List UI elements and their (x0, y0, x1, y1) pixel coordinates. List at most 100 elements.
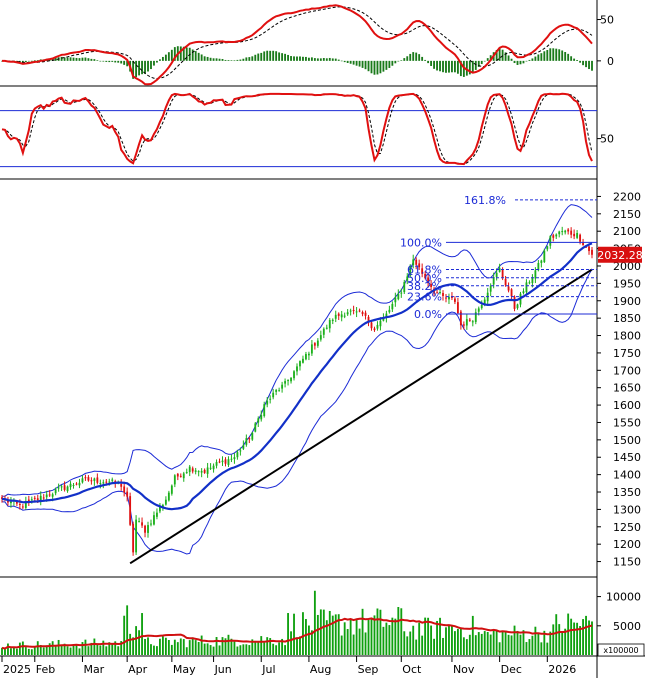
macd-histogram-bar (313, 58, 316, 61)
macd-histogram-bar (54, 57, 57, 61)
volume-bar (424, 617, 427, 655)
fib-label: 100.0% (400, 236, 442, 249)
volume-bar (123, 615, 126, 655)
candle-body (141, 522, 143, 526)
volume-bar (15, 648, 18, 655)
candle-body (135, 519, 138, 553)
candle-body (373, 328, 376, 331)
candle-body (120, 483, 123, 487)
candle-body (218, 461, 221, 463)
candle-body (412, 259, 415, 266)
price-tick-label: 1550 (613, 416, 641, 429)
candle-body (239, 450, 242, 452)
volume-bar (558, 624, 561, 655)
candle-body (582, 242, 584, 246)
candle-body (147, 525, 149, 533)
macd-histogram-bar (331, 58, 334, 61)
volume-bar (93, 638, 96, 655)
volume-bar (552, 624, 555, 655)
macd-histogram-bar (221, 58, 224, 61)
price-tick-label: 1200 (613, 538, 641, 551)
volume-bar (153, 645, 155, 655)
volume-bar (51, 641, 54, 655)
macd-histogram-bar (254, 54, 257, 61)
volume-bar (382, 626, 385, 655)
x-tick-label: May (173, 663, 196, 676)
macd-histogram-bar (81, 57, 84, 61)
macd-histogram-bar (33, 60, 36, 61)
macd-histogram-bar (150, 60, 152, 70)
macd-histogram-bar (459, 60, 462, 77)
macd-histogram-bar (573, 58, 576, 61)
candle-body (462, 324, 465, 326)
volume-bar (388, 625, 391, 655)
candle-body (260, 415, 263, 420)
macd-histogram-bar (546, 50, 549, 61)
volume-bar (570, 618, 573, 655)
candle-body (215, 462, 218, 466)
macd-histogram-bar (340, 60, 343, 62)
candle-body (176, 473, 179, 477)
candle-body (552, 235, 555, 238)
candle-body (209, 467, 212, 469)
macd-histogram-bar (564, 51, 567, 61)
candle-body (99, 483, 102, 485)
volume-bar (272, 643, 275, 655)
volume-bar (159, 638, 161, 655)
macd-histogram-bar (117, 60, 120, 63)
macd-histogram-bar (498, 48, 501, 61)
candle-body (278, 390, 281, 392)
volume-bar (567, 613, 570, 655)
volume-bar (534, 626, 537, 655)
macd-histogram-bar (310, 57, 313, 61)
volume-bar (72, 644, 75, 655)
volume-bar (331, 615, 334, 655)
candle-body (63, 485, 66, 490)
candle-body (230, 458, 233, 460)
volume-bar (176, 642, 179, 655)
volume-bar (394, 618, 397, 655)
volume-bar (269, 638, 272, 655)
macd-histogram-bar (60, 56, 63, 61)
volume-bar (498, 642, 501, 655)
candle-body (212, 465, 215, 470)
candle-body (236, 452, 239, 458)
macd-histogram-bar (167, 52, 170, 61)
candle-body (78, 482, 81, 486)
candle-body (224, 459, 227, 464)
volume-bar (328, 610, 331, 655)
price-tick-label: 2000 (613, 260, 641, 273)
candle-body (391, 303, 394, 310)
candle-body (60, 486, 63, 488)
candle-body (111, 479, 114, 481)
volume-bar (18, 642, 21, 655)
macd-histogram-bar (87, 58, 90, 61)
candle-body (424, 273, 427, 279)
macd-histogram-bar (215, 58, 218, 61)
macd-histogram-bar (343, 60, 346, 63)
volume-bar (448, 624, 450, 655)
volume-bar (248, 645, 251, 655)
candle-body (540, 260, 543, 263)
macd-histogram-bar (260, 52, 263, 61)
candle-body (161, 504, 164, 508)
macd-histogram-bar (126, 60, 129, 67)
candle-body (21, 506, 24, 508)
macd-histogram-bar (69, 57, 72, 61)
macd-histogram-bar (483, 60, 486, 62)
volume-bar (385, 622, 388, 655)
macd-histogram-bar (305, 56, 307, 61)
volume-bar (185, 647, 188, 655)
macd-histogram-bar (436, 60, 438, 71)
macd-histogram-bar (242, 58, 245, 61)
volume-bar (7, 643, 9, 655)
candle-body (340, 314, 343, 318)
candle-body (576, 232, 579, 238)
macd-histogram-bar (504, 52, 507, 61)
volume-bar (296, 637, 298, 655)
candle-body (349, 310, 352, 312)
macd-histogram-bar (477, 60, 480, 67)
macd-histogram-bar (156, 60, 158, 63)
volume-bar (302, 612, 304, 655)
